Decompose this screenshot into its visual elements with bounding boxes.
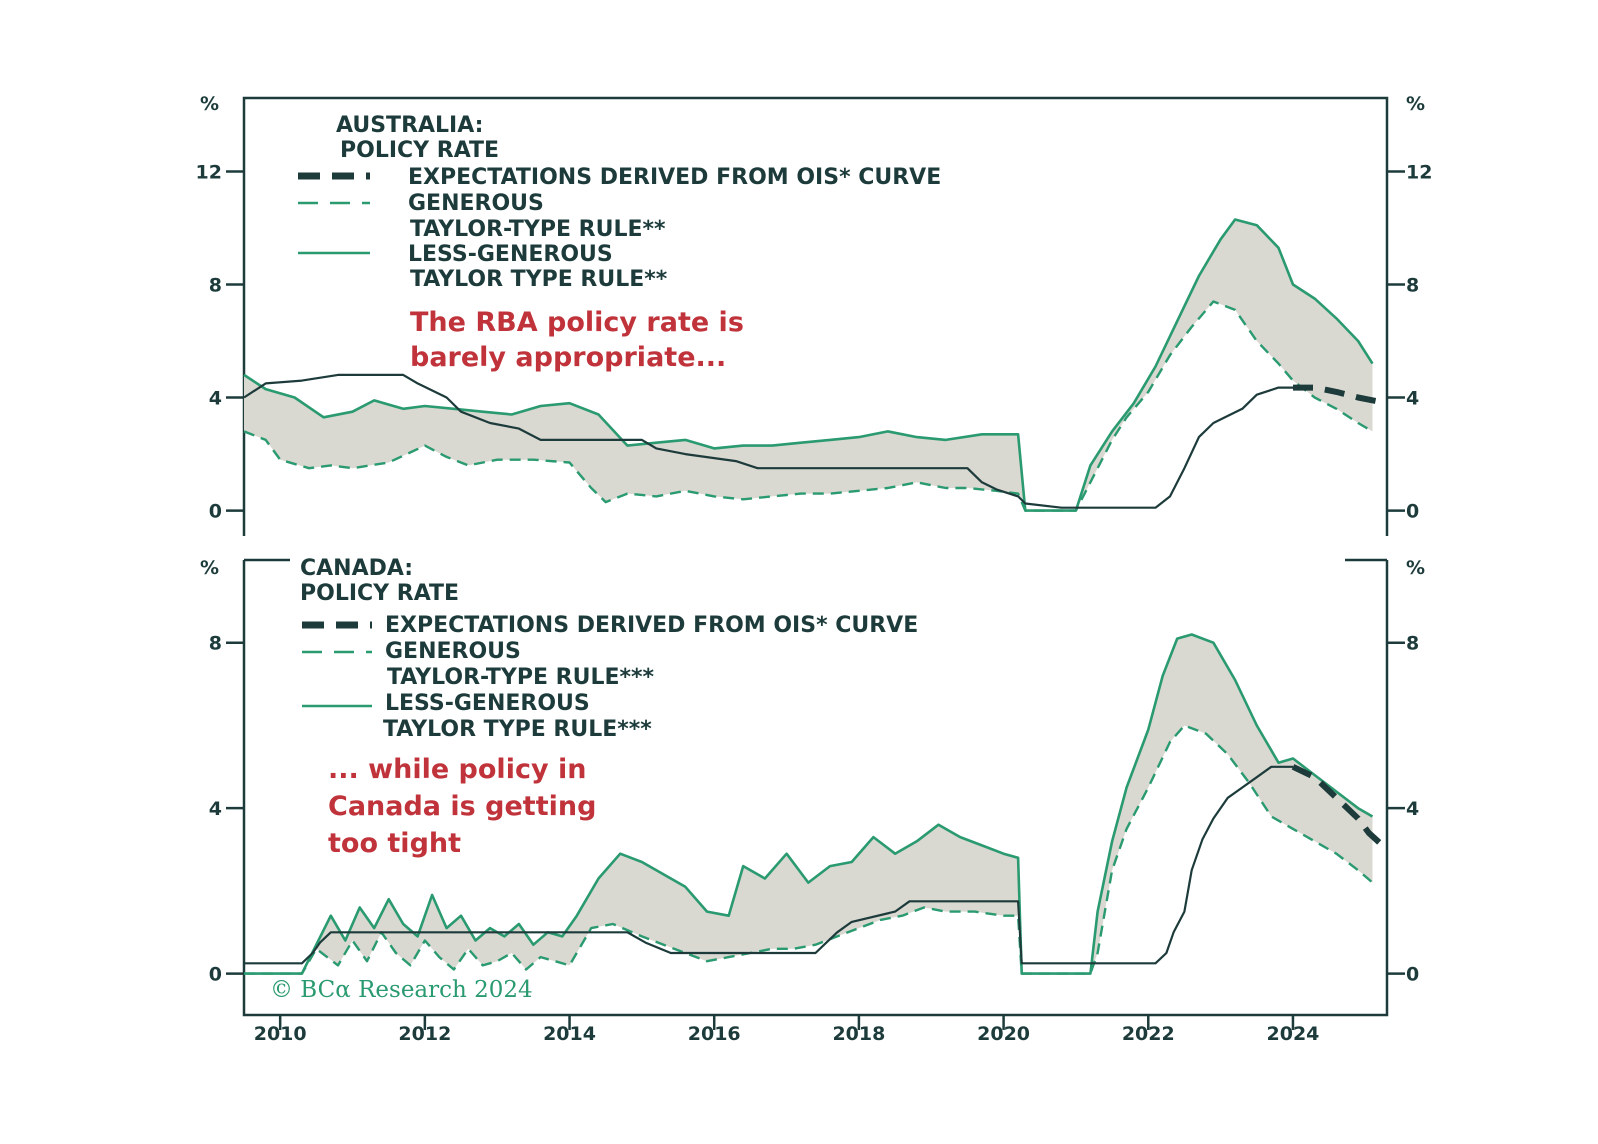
canada-less-generous-taylor-line [244, 633, 1374, 975]
australia-legend-ois-label: EXPECTATIONS DERIVED FROM OIS* CURVE [408, 165, 941, 190]
canada-tick-label-right-4: 4 [1406, 798, 1419, 820]
australia-legend-lessgenerous-label-line2: TAYLOR TYPE RULE** [410, 267, 668, 292]
canada-legend-generous-label-line1: GENEROUS [385, 639, 521, 664]
australia-tick-label-left-0: 0 [209, 501, 222, 523]
canada-unit-right: % [1406, 557, 1425, 579]
canada-unit-left: % [200, 557, 219, 579]
australia-series-lines [243, 218, 1388, 512]
canada-tick-label-left-4: 4 [209, 798, 222, 820]
canada-frame [242, 558, 1389, 1017]
australia-legend-lessgenerous-label-line1: LESS-GENEROUS [408, 242, 613, 267]
australia-legend-title-line1: AUSTRALIA: [336, 113, 483, 138]
canada-annotation-line2: Canada is getting [328, 791, 596, 822]
canada-legend-lessgenerous-label-line2: TAYLOR TYPE RULE*** [383, 717, 652, 742]
australia-legend-title-line2: POLICY RATE [340, 138, 499, 163]
x-tick-label-2024: 2024 [1267, 1023, 1320, 1045]
canada-annotation-line1: ... while policy in [328, 754, 586, 785]
australia-tick-label-left-12: 12 [196, 161, 222, 183]
australia-tick-label-left-8: 8 [209, 275, 222, 297]
australia-band-area [244, 219, 1373, 511]
canada-band-area [244, 634, 1373, 974]
x-tick-label-2022: 2022 [1122, 1023, 1175, 1045]
australia-tick-label-right-0: 0 [1406, 501, 1419, 523]
australia-y-axis: 0 0 4 4 8 8 12 12 [196, 161, 1433, 522]
australia-tick-label-right-8: 8 [1406, 275, 1419, 297]
australia-ois-expectations-line [1293, 384, 1388, 407]
canada-tick-label-right-8: 8 [1406, 633, 1419, 655]
australia-less-generous-taylor-line [243, 218, 1374, 512]
canada-ois-expectations-line [1291, 764, 1390, 852]
chart-frames [242, 96, 1389, 1017]
canada-tick-label-right-0: 0 [1406, 964, 1419, 986]
australia-unit-left: % [200, 93, 219, 115]
canada-generous-taylor-line [244, 724, 1374, 975]
canada-y-axis: 0 0 4 4 8 8 [209, 633, 1419, 986]
canada-legend-title-line1: CANADA: [300, 556, 413, 581]
australia-legend: AUSTRALIA: POLICY RATE EXPECTATIONS DERI… [298, 113, 941, 292]
australia-tick-label-left-4: 4 [209, 388, 222, 410]
x-tick-label-2014: 2014 [543, 1023, 596, 1045]
x-tick-label-2020: 2020 [977, 1023, 1030, 1045]
x-tick-label-2016: 2016 [688, 1023, 741, 1045]
canada-policy-rate-line [244, 765, 1293, 965]
canada-tick-label-left-0: 0 [209, 964, 222, 986]
canada-legend-ois-label: EXPECTATIONS DERIVED FROM OIS* CURVE [385, 613, 918, 638]
australia-policy-rate-line [243, 373, 1293, 509]
australia-generous-taylor-line [243, 300, 1374, 512]
australia-legend-generous-label-line2: TAYLOR-TYPE RULE** [410, 217, 666, 242]
canada-series-lines [244, 633, 1390, 975]
copyright-label: © BCα Research 2024 [270, 977, 533, 1003]
canada-tick-label-left-8: 8 [209, 633, 222, 655]
australia-annotation-line1: The RBA policy rate is [410, 307, 744, 338]
canada-annotation-line3: too tight [328, 828, 461, 859]
x-tick-label-2018: 2018 [832, 1023, 885, 1045]
x-tick-label-2010: 2010 [254, 1023, 307, 1045]
canada-legend-lessgenerous-label-line1: LESS-GENEROUS [385, 691, 590, 716]
australia-annotation-line2: barely appropriate... [410, 342, 726, 373]
australia-unit-right: % [1406, 93, 1425, 115]
canada-taylor-range-band [244, 634, 1373, 974]
australia-tick-label-right-4: 4 [1406, 388, 1419, 410]
australia-legend-generous-label-line1: GENEROUS [408, 191, 544, 216]
australia-taylor-range-band [244, 219, 1373, 511]
canada-legend: CANADA: POLICY RATE EXPECTATIONS DERIVED… [300, 556, 918, 742]
canada-legend-generous-label-line2: TAYLOR-TYPE RULE*** [387, 665, 655, 690]
x-tick-label-2012: 2012 [398, 1023, 451, 1045]
canada-legend-title-line2: POLICY RATE [300, 581, 459, 606]
australia-tick-label-right-12: 12 [1406, 161, 1432, 183]
australia-frame [242, 96, 1389, 536]
x-axis: 2010 2012 2014 2016 2018 2020 2022 2024 [254, 1015, 1320, 1045]
